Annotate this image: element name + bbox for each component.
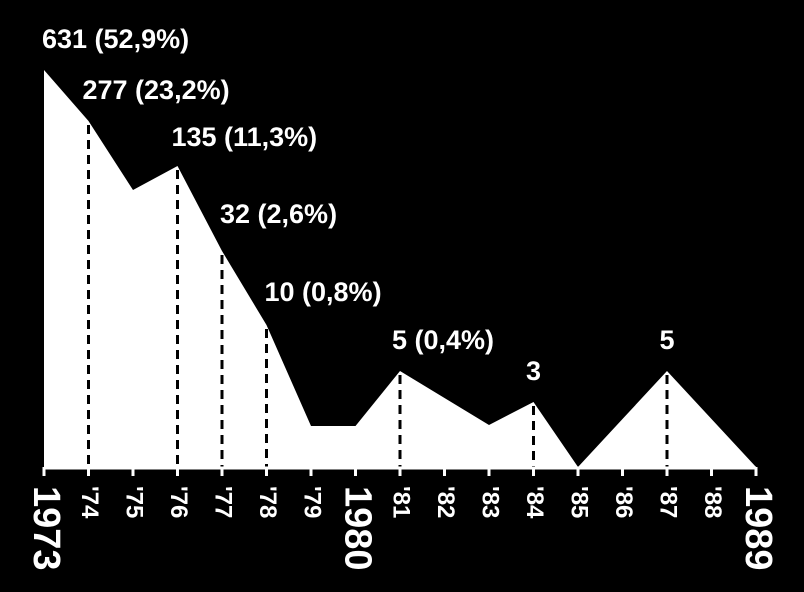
x-tick-label: 1980	[336, 486, 378, 571]
data-label: 3	[526, 356, 541, 386]
x-tick-label: '75	[121, 486, 148, 518]
data-label: 32 (2,6%)	[220, 199, 337, 229]
x-tick-label: '78	[254, 486, 281, 518]
x-tick-label: 1973	[25, 486, 67, 571]
x-tick-label: '81	[388, 486, 415, 518]
data-label: 277 (23,2%)	[83, 75, 230, 105]
x-tick-label: '74	[76, 486, 103, 519]
data-label: 5 (0,4%)	[392, 325, 494, 355]
x-tick-label: '85	[566, 486, 593, 518]
x-tick-label: '87	[655, 486, 682, 518]
data-label: 135 (11,3%)	[172, 122, 318, 152]
data-label: 10 (0,8%)	[265, 277, 382, 307]
x-tick-label: '86	[610, 486, 637, 518]
x-tick-label: '82	[432, 486, 459, 518]
x-tick-label: '76	[165, 486, 192, 518]
x-tick-label: '88	[699, 486, 726, 518]
data-label: 5	[659, 325, 674, 355]
data-label: 631 (52,9%)	[42, 24, 189, 54]
x-tick-label: '83	[477, 486, 504, 518]
x-tick-label: '84	[521, 486, 548, 519]
x-tick-label: '77	[210, 486, 237, 518]
x-tick-label: '79	[299, 486, 326, 518]
x-tick-label: 1989	[737, 486, 779, 571]
